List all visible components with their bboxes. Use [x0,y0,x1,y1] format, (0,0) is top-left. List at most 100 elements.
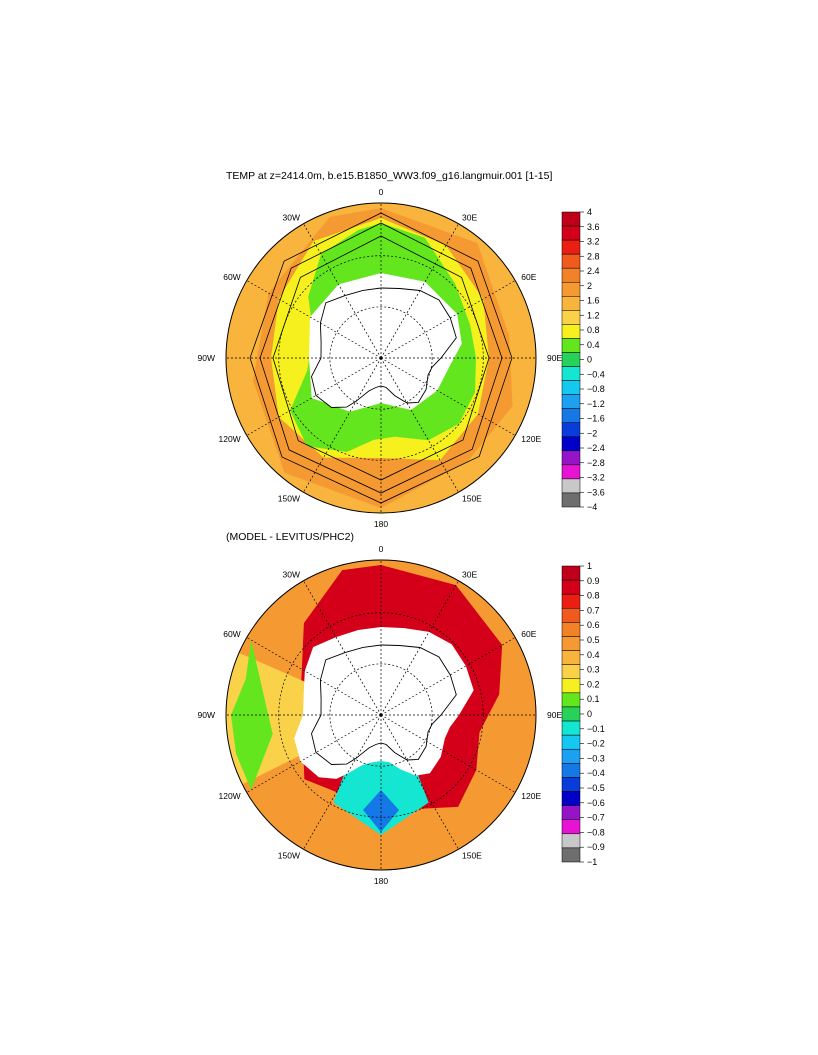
longitude-label: 90E [547,353,562,363]
meridian-line [380,714,459,850]
colorbar-label: −0.2 [587,739,605,749]
colorbar-label: 0.2 [587,679,600,689]
colorbar-label: −2 [587,428,597,438]
latitude-circle [278,255,484,461]
map-border [225,202,537,514]
colorbar-swatch [561,748,581,764]
latitude-circle [329,663,433,767]
longitude-label: 180 [374,876,388,886]
colorbar-label: 2.8 [587,251,600,261]
colorbar-label: 0.3 [587,665,600,675]
meridian-line [380,223,459,359]
longitude-label: 60E [521,272,536,282]
colorbar-label: −0.5 [587,783,605,793]
colorbar-label: −0.4 [587,768,605,778]
colorbar-swatch [561,608,581,623]
meridian-line [380,280,516,359]
colorbar-label: −0.7 [587,813,605,823]
colorbar-label: −3.6 [587,487,605,497]
map-field [226,560,536,870]
colorbar-label: 0.4 [587,340,600,350]
colorbar-label: 0.4 [587,650,600,660]
colorbar-swatch [561,805,581,820]
colorbar-label: 2 [587,281,592,291]
colorbar-swatch [561,579,581,595]
colorbar-label: 1.6 [587,296,600,306]
colorbar-label: −2.4 [587,443,605,453]
meridian-line [380,637,516,716]
colorbar-label: 0.8 [587,591,600,601]
colorbar-swatch [561,622,581,637]
colorbar-label: 3.2 [587,237,600,247]
meridian-line [380,714,516,793]
colorbar-label: −0.8 [587,827,605,837]
colorbar-label: 4 [587,207,592,217]
map-title-temperature: TEMP at z=2414.0m, b.e15.B1850_WW3.f09_g… [226,170,553,182]
meridian-line [380,580,459,716]
colorbar-swatch [561,777,581,792]
colorbar-label: −3.2 [587,473,605,483]
longitude-label: 30W [283,213,300,223]
longitude-label: 0 [379,544,384,554]
meridian-line [380,357,459,493]
longitude-label: 150E [462,850,482,860]
colorbar-swatch [561,565,581,581]
longitude-label: 30E [462,570,477,580]
longitude-label: 150W [278,493,300,503]
colorbar-label: 1.2 [587,310,600,320]
latitude-circle [329,306,433,410]
colorbar-swatch [561,593,581,609]
longitude-label: 120W [218,791,240,801]
colorbar-label: 0.7 [587,605,600,615]
colorbar-label: 0.1 [587,694,600,704]
longitude-label: 150W [278,850,300,860]
colorbar-swatch [561,650,581,665]
colorbar-swatch [561,734,581,750]
colorbar-label: 0.8 [587,325,600,335]
colorbar-label: −1.6 [587,414,605,424]
map-title-difference: (MODEL - LEVITUS/PHC2) [226,531,354,543]
meridian-line [303,580,382,716]
longitude-label: 90W [198,353,215,363]
colorbar-label: −2.8 [587,458,605,468]
colorbar-label: 0.9 [587,576,600,586]
meridian-line [303,714,382,850]
longitude-label: 150E [462,493,482,503]
map-field [226,203,536,513]
colorbar-swatch [561,791,581,806]
colorbar-swatch [561,678,581,694]
longitude-label: 60E [521,629,536,639]
longitude-label: 120W [218,434,240,444]
colorbar-label: 0 [587,355,592,365]
colorbar-label: 3.6 [587,222,600,232]
colorbar-swatch [561,833,581,849]
colorbar-swatch [561,819,581,835]
colorbar-swatch [561,706,581,722]
longitude-label: 120E [521,791,541,801]
longitude-label: 120E [521,434,541,444]
longitude-label: 90W [198,710,215,720]
longitude-label: 30E [462,213,477,223]
contour-line [259,222,503,494]
colorbar-label: 0.5 [587,635,600,645]
colorbar-swatch [561,692,581,708]
meridian-line [303,357,382,493]
colorbar-label: −1.2 [587,399,605,409]
colorbar-label: −1 [587,857,597,867]
latitude-circle [278,612,484,818]
map-border [225,559,537,871]
colorbar-label: −0.6 [587,798,605,808]
colorbar-label: 0.6 [587,620,600,630]
colorbar-swatch [561,847,581,863]
longitude-label: 180 [374,519,388,529]
colorbar-swatch [561,636,581,651]
meridian-line [303,223,382,359]
longitude-label: 60W [223,629,240,639]
longitude-label: 60W [223,272,240,282]
meridian-line [246,357,382,436]
meridian-line [246,714,382,793]
colorbar-swatch [561,720,581,736]
colorbar-label: −0.9 [587,842,605,852]
